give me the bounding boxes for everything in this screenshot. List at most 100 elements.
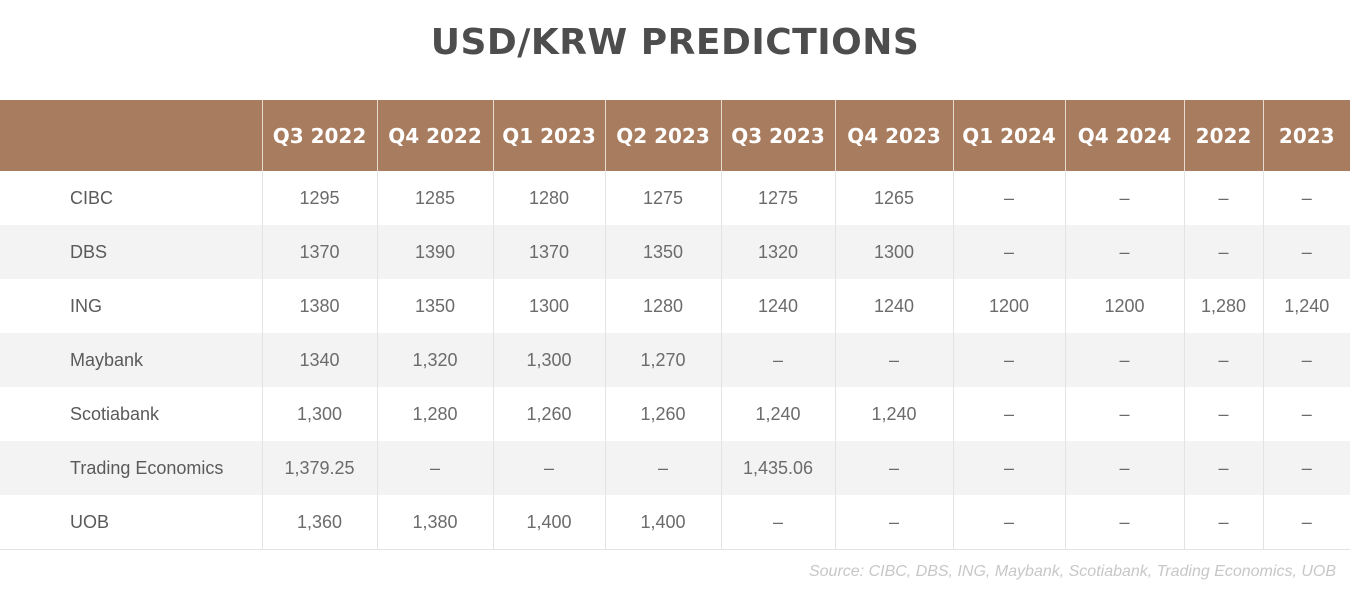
table-cell: –: [1262, 495, 1350, 550]
table-cell: 1,435.06: [720, 441, 835, 495]
table-cell: 1,280: [1183, 279, 1263, 333]
table-cell: –: [1183, 387, 1263, 441]
table-cell: –: [952, 495, 1065, 550]
table-row: Maybank 1340 1,320 1,300 1,270– – – – – –: [0, 333, 1350, 387]
table-body: CIBC 1295 1285 1280 1275 1275 1265– – – – DBS 1370 1…: [0, 171, 1350, 550]
column-header: Q1 2023: [492, 100, 605, 171]
column-header: 2022: [1183, 100, 1263, 171]
table-cell: 1,400: [604, 495, 721, 550]
table-cell: 1,240: [720, 387, 835, 441]
table-cell: –: [1262, 225, 1350, 279]
table-cell: –: [492, 441, 605, 495]
header-row: Q3 2022 Q4 2022 Q1 2023 Q2 2023 Q3 2023 …: [0, 100, 1350, 171]
table-cell: –: [952, 225, 1065, 279]
table-cell: 1280: [492, 171, 605, 225]
row-label: ING: [70, 295, 103, 316]
column-header: Q2 2023: [604, 100, 721, 171]
table-cell: 1,400: [492, 495, 605, 550]
row-label: CIBC: [70, 187, 114, 208]
table-cell: 1300: [834, 225, 953, 279]
table-cell: 1,300: [261, 387, 377, 441]
table-cell: 1,360: [261, 495, 377, 550]
table-cell: 1,260: [604, 387, 721, 441]
table-cell: 1200: [1064, 279, 1184, 333]
table-cell: –: [1262, 441, 1350, 495]
table-cell: –: [1064, 225, 1184, 279]
table-cell: –: [720, 495, 835, 550]
column-header: Q4 2024: [1064, 100, 1184, 171]
table-cell: –: [1262, 387, 1350, 441]
table-cell: –: [834, 333, 953, 387]
table-cell: 1350: [604, 225, 721, 279]
table-cell: 1370: [261, 225, 377, 279]
predictions-table: Q3 2022 Q4 2022 Q1 2023 Q2 2023 Q3 2023 …: [0, 100, 1350, 550]
table-cell: 1,240: [834, 387, 953, 441]
column-header: Q3 2022: [261, 100, 377, 171]
table-row: CIBC 1295 1285 1280 1275 1275 1265– – – –: [0, 171, 1350, 225]
table-cell: 1295: [261, 171, 377, 225]
table-cell: 1,379.25: [261, 441, 377, 495]
table-cell: –: [1183, 495, 1263, 550]
table-cell: –: [952, 333, 1065, 387]
table-cell: –: [1064, 333, 1184, 387]
page-title: USD/KRW PREDICTIONS: [430, 22, 920, 63]
table-cell: 1275: [720, 171, 835, 225]
table-cell: 1240: [834, 279, 953, 333]
table-cell: 1265: [834, 171, 953, 225]
table-row: Scotiabank 1,300 1,280 1,260 1,260 1,240 1,240…: [0, 387, 1350, 441]
table-cell: 1340: [261, 333, 377, 387]
table-cell: 1,280: [376, 387, 493, 441]
row-label: UOB: [0, 495, 262, 550]
table-cell: 1380: [261, 279, 377, 333]
table-cell: 1350: [376, 279, 493, 333]
table-cell: –: [834, 441, 953, 495]
table-cell: 1,240: [1262, 279, 1350, 333]
column-header: Q4 2023: [834, 100, 953, 171]
table-cell: 1,270: [604, 333, 721, 387]
table-cell: 1370: [492, 225, 605, 279]
table-cell: 1,260: [492, 387, 605, 441]
row-label: Trading Economics: [0, 441, 262, 495]
table-cell: 1200: [952, 279, 1065, 333]
table-cell: –: [1183, 225, 1263, 279]
row-label: DBS: [0, 225, 262, 279]
table-cell: 1,320: [376, 333, 493, 387]
table-cell: –: [1183, 333, 1263, 387]
table-cell: 1275: [604, 171, 721, 225]
table-cell: 1300: [492, 279, 605, 333]
table-cell: –: [1183, 171, 1263, 225]
table-cell: –: [1064, 171, 1184, 225]
column-header: Q1 2024: [952, 100, 1065, 171]
table-cell: 1,380: [376, 495, 493, 550]
table-cell: 1280: [604, 279, 721, 333]
table-cell: –: [952, 441, 1065, 495]
table-cell: 1,300: [492, 333, 605, 387]
table-cell: 1320: [720, 225, 835, 279]
table-row: Trading Economics 1,379.25– – –1,435.06– – – –…: [0, 441, 1350, 495]
table-cell: –: [952, 171, 1065, 225]
table-cell: –: [720, 333, 835, 387]
row-label: Scotiabank: [70, 403, 160, 424]
table-cell: 1285: [376, 171, 493, 225]
table-row: DBS 1370 1390 1370 1350 1320 1300– – – –: [0, 225, 1350, 279]
table-cell: –: [376, 441, 493, 495]
column-header: 2023: [1262, 100, 1350, 171]
source-note: Source: CIBC, DBS, ING, Maybank, Scotiab…: [808, 563, 1336, 580]
table-cell: –: [834, 495, 953, 550]
column-header: Q4 2022: [376, 100, 493, 171]
table-cell: 1240: [720, 279, 835, 333]
column-header: Q3 2023: [720, 100, 835, 171]
table-cell: –: [1262, 333, 1350, 387]
table-cell: –: [604, 441, 721, 495]
table-cell: –: [1262, 171, 1350, 225]
table-row: UOB 1,360 1,380 1,400 1,400– – – – – –: [0, 495, 1350, 550]
table-cell: –: [1064, 387, 1184, 441]
table-cell: –: [1183, 441, 1263, 495]
table-cell: –: [1064, 495, 1184, 550]
table-cell: –: [952, 387, 1065, 441]
row-label: Maybank: [0, 333, 262, 387]
column-header: [0, 100, 262, 171]
table-row: ING 1380 1350 1300 1280 1240 1240 1200 1200 1,280…: [0, 279, 1350, 333]
table-cell: –: [1064, 441, 1184, 495]
